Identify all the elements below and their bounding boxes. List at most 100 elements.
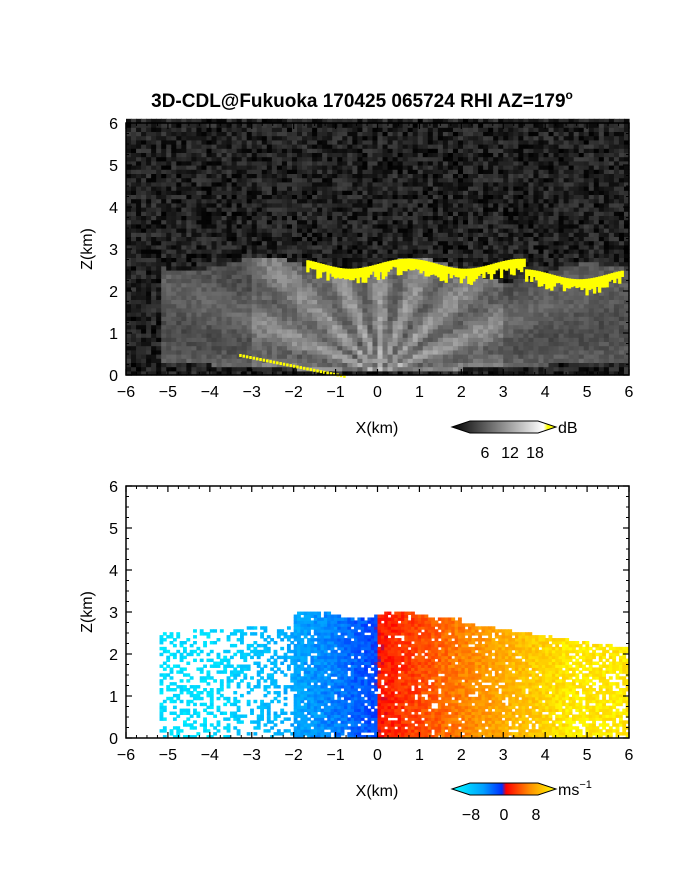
reflectivity-cell	[297, 160, 303, 166]
reflectivity-cell	[136, 148, 142, 153]
reflectivity-cell	[176, 366, 182, 372]
reflectivity-cell	[261, 299, 268, 305]
reflectivity-cell	[286, 181, 293, 187]
reflectivity-cell	[251, 328, 258, 334]
reflectivity-cell	[518, 341, 524, 347]
reflectivity-cell	[473, 236, 479, 242]
reflectivity-cell	[196, 160, 203, 166]
reflectivity-cell	[377, 232, 384, 237]
reflectivity-cell	[271, 194, 278, 200]
reflectivity-cell	[468, 303, 474, 309]
reflectivity-cell	[417, 362, 424, 368]
reflectivity-cell	[493, 324, 499, 330]
reflectivity-cell	[231, 303, 238, 309]
reflectivity-cell	[498, 295, 504, 300]
reflectivity-cell	[473, 228, 479, 233]
reflectivity-cell	[251, 320, 258, 326]
reflectivity-cell	[437, 341, 444, 347]
reflectivity-cell	[523, 194, 529, 200]
reflectivity-cell	[488, 207, 494, 212]
reflectivity-cell	[161, 232, 167, 237]
reflectivity-cell	[468, 127, 474, 132]
reflectivity-cell	[307, 181, 313, 187]
reflectivity-cell	[246, 274, 253, 279]
reflectivity-cell	[337, 160, 343, 166]
reflectivity-cell	[261, 337, 268, 342]
reflectivity-cell	[422, 286, 429, 292]
reflectivity-cell	[342, 299, 348, 305]
reflectivity-cell	[146, 257, 152, 263]
reflectivity-cell	[387, 244, 394, 250]
reflectivity-cell	[392, 282, 399, 288]
reflectivity-cell	[211, 232, 218, 237]
reflectivity-cell	[407, 127, 414, 132]
reflectivity-cell	[231, 265, 238, 271]
reflectivity-cell	[452, 144, 459, 149]
reflectivity-cell	[528, 249, 535, 254]
reflectivity-cell	[377, 291, 384, 296]
reflectivity-cell	[231, 232, 238, 237]
reflectivity-cell	[523, 173, 529, 179]
reflectivity-cell	[347, 169, 353, 174]
reflectivity-cell	[266, 366, 273, 372]
reflectivity-cell	[473, 366, 479, 372]
reflectivity-cell	[518, 316, 524, 321]
reflectivity-cell	[327, 223, 333, 229]
reflectivity-cell	[241, 265, 248, 271]
reflectivity-cell	[437, 232, 444, 237]
reflectivity-cell	[463, 307, 469, 313]
reflectivity-cell	[478, 249, 484, 254]
reflectivity-cell	[362, 144, 369, 149]
reflectivity-cell	[427, 341, 434, 347]
reflectivity-cell	[347, 219, 353, 225]
reflectivity-cell	[216, 244, 223, 250]
reflectivity-cell	[478, 186, 484, 191]
reflectivity-cell	[251, 211, 258, 216]
reflectivity-cell	[322, 232, 328, 237]
reflectivity-cell	[226, 303, 233, 309]
reflectivity-cell	[136, 312, 142, 317]
reflectivity-cell	[518, 202, 524, 208]
reflectivity-cell	[201, 316, 208, 321]
reflectivity-cell	[176, 274, 182, 279]
reflectivity-cell	[191, 118, 198, 124]
reflectivity-cell	[226, 177, 233, 183]
reflectivity-cell	[392, 265, 399, 271]
reflectivity-cell	[518, 215, 524, 221]
reflectivity-cell	[317, 328, 323, 334]
reflectivity-cell	[166, 118, 172, 124]
reflectivity-cell	[397, 219, 404, 225]
reflectivity-cell	[201, 354, 208, 359]
reflectivity-cell	[518, 345, 524, 351]
reflectivity-cell	[241, 358, 248, 363]
reflectivity-cell	[473, 337, 479, 342]
reflectivity-cell	[437, 349, 444, 355]
reflectivity-cell	[201, 320, 208, 326]
reflectivity-cell	[191, 135, 198, 141]
reflectivity-cell	[523, 148, 529, 153]
reflectivity-cell	[271, 144, 278, 149]
reflectivity-cell	[493, 278, 499, 284]
reflectivity-cell	[126, 261, 132, 267]
reflectivity-cell	[337, 127, 343, 132]
reflectivity-cell	[161, 219, 167, 225]
reflectivity-cell	[362, 194, 369, 200]
reflectivity-cell	[528, 232, 535, 237]
reflectivity-cell	[216, 320, 223, 326]
reflectivity-cell	[392, 139, 399, 145]
reflectivity-cell	[297, 270, 303, 275]
reflectivity-cell	[276, 341, 283, 347]
reflectivity-cell	[447, 135, 454, 141]
reflectivity-cell	[302, 131, 308, 137]
reflectivity-cell	[518, 333, 524, 338]
reflectivity-cell	[382, 337, 389, 342]
reflectivity-cell	[488, 291, 494, 296]
reflectivity-cell	[468, 249, 474, 254]
reflectivity-cell	[397, 291, 404, 296]
reflectivity-cell	[397, 156, 404, 162]
reflectivity-cell	[166, 345, 172, 351]
reflectivity-cell	[322, 240, 328, 246]
reflectivity-cell	[201, 202, 208, 208]
reflectivity-cell	[357, 291, 364, 296]
reflectivity-cell	[166, 169, 172, 174]
